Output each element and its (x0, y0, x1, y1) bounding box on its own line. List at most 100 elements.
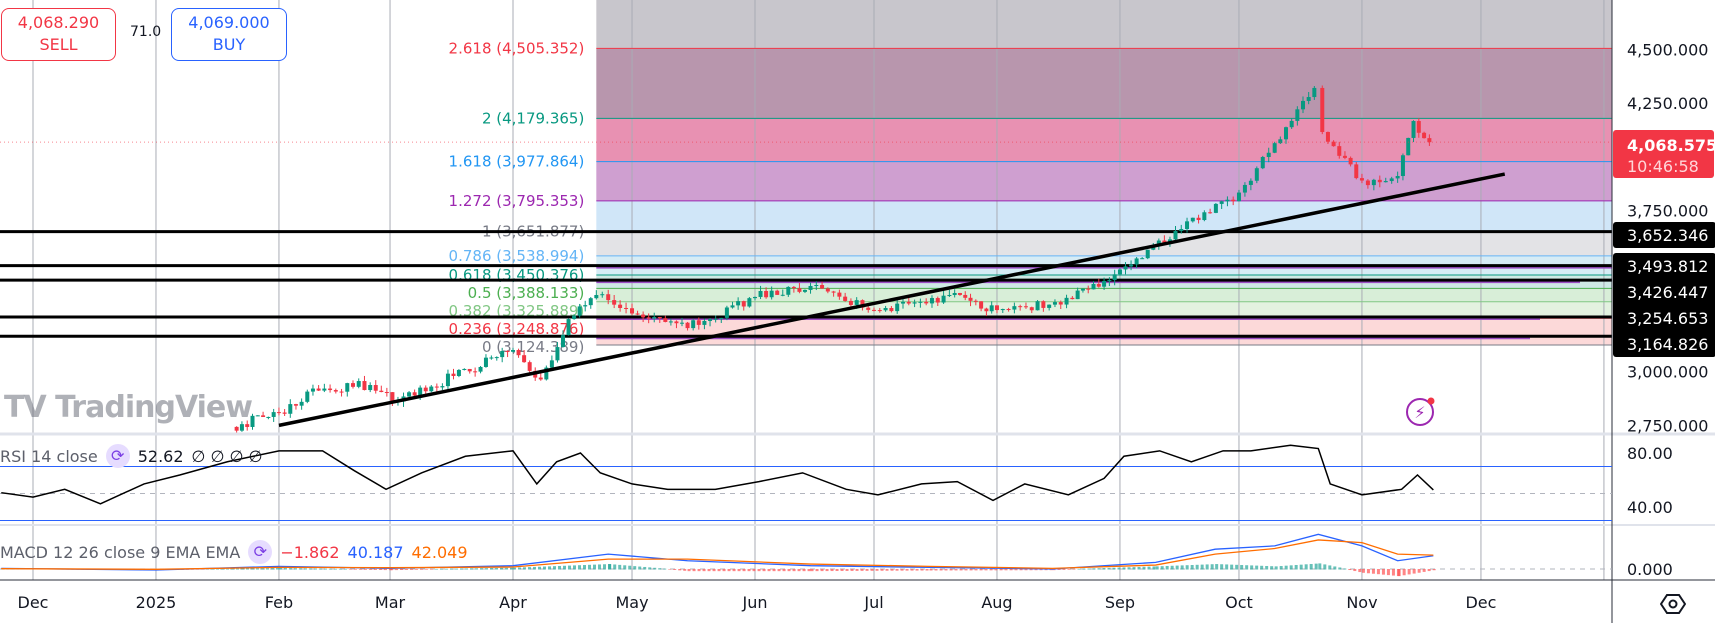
lightning-icon (1406, 398, 1434, 426)
macd-histogram-bar (548, 566, 552, 570)
macd-histogram-bar (732, 569, 736, 572)
macd-histogram-bar (855, 569, 859, 571)
macd-histogram-bar (1147, 566, 1151, 570)
macd-histogram-bar (518, 567, 522, 570)
macd-histogram-bar (1029, 569, 1033, 571)
macd-histogram-bar (1122, 567, 1126, 570)
candle-body (1058, 302, 1063, 305)
candle-body (407, 392, 412, 397)
candle-body (451, 373, 456, 376)
macd-histogram-bar (363, 569, 367, 570)
macd-histogram-bar (235, 568, 239, 570)
candle-body (310, 388, 315, 392)
candle-body (266, 416, 271, 418)
macd-histogram-bar (1052, 569, 1056, 571)
candle-body (724, 307, 729, 318)
price-axis-label: 4,500.000 (1627, 41, 1708, 60)
macd-histogram-bar (523, 567, 527, 570)
macd-histogram-bar (1270, 566, 1274, 570)
candle-body (328, 388, 333, 391)
candle-body (780, 294, 785, 296)
candle-body (1354, 164, 1359, 179)
macd-histogram-bar (737, 569, 741, 572)
sell-button[interactable]: 4,068.290 SELL (1, 8, 116, 61)
macd-histogram-bar (1422, 569, 1426, 572)
price-axis-label: 4,250.000 (1627, 94, 1708, 113)
time-axis-label: Jun (741, 593, 767, 612)
macd-histogram-bar (250, 568, 254, 570)
fib-band (596, 118, 1612, 162)
candle-body (234, 426, 239, 431)
candle-body (316, 388, 321, 391)
macd-histogram-bar (1132, 567, 1136, 570)
candle-body (390, 392, 395, 403)
macd-histogram-bar (1180, 565, 1184, 570)
macd-histogram-bar (578, 565, 582, 570)
macd-histogram-bar (673, 569, 677, 570)
fib-level-label: 0 (3,124.389) (482, 338, 584, 356)
rsi-value: 52.62 (137, 446, 184, 466)
candle-body (1208, 212, 1213, 214)
candle-body (791, 286, 796, 289)
refresh-icon[interactable]: ⟳ (248, 540, 273, 564)
candle-body (674, 321, 679, 324)
macd-value: 40.187 (347, 542, 404, 562)
macd-histogram-bar (1309, 563, 1313, 570)
candle-body (1096, 283, 1101, 287)
macd-histogram-bar (797, 569, 801, 572)
candle-body (1312, 87, 1317, 98)
refresh-icon[interactable]: ⟳ (105, 444, 130, 468)
buy-price: 4,069.000 (188, 13, 270, 32)
macd-histogram-bar (623, 565, 627, 570)
time-axis-label: Dec (1465, 593, 1496, 612)
candle-body (630, 308, 635, 314)
buy-button[interactable]: 4,069.000 BUY (171, 8, 287, 61)
candle-body (555, 347, 560, 361)
macd-histogram-bar (450, 568, 454, 570)
candle-body (549, 360, 554, 368)
candle-body (1406, 137, 1411, 156)
macd-histogram-bar (598, 564, 602, 570)
candle-body (808, 285, 813, 290)
rsi-title: RSI 14 close (0, 446, 98, 466)
candle-body (440, 386, 445, 388)
macd-histogram-bar (563, 565, 567, 570)
macd-histogram-bar (920, 569, 924, 571)
candle-body (1365, 180, 1370, 186)
candle-body (641, 314, 646, 318)
macd-histogram-bar (533, 566, 537, 570)
macd-legend[interactable]: MACD 12 26 close 9 EMA EMA ⟳ −1.862 40.1… (0, 540, 468, 564)
candle-body (544, 367, 549, 380)
candle-body (918, 301, 923, 303)
candle-body (1377, 179, 1382, 183)
macd-histogram-bar (313, 568, 317, 570)
macd-histogram-bar (430, 569, 434, 570)
macd-histogram-bar (603, 564, 607, 570)
candle-body (802, 289, 807, 292)
candle-body (299, 401, 304, 406)
candle-body (1145, 249, 1150, 259)
fib-band (596, 231, 1612, 256)
candle-body (1112, 274, 1117, 281)
candle-body (271, 412, 276, 417)
macd-histogram-bar (470, 568, 474, 570)
price-label-badge (1613, 222, 1715, 248)
candle-body (764, 290, 769, 298)
candle-body (1325, 131, 1330, 142)
candle-body (769, 290, 774, 298)
macd-histogram-bar (1082, 568, 1086, 570)
macd-histogram-bar (717, 569, 721, 572)
candle-body (1185, 221, 1190, 230)
candle-body (333, 390, 338, 392)
candle-body (1102, 280, 1107, 287)
rsi-axis-label: 40.00 (1627, 498, 1673, 517)
rsi-legend[interactable]: RSI 14 close ⟳ 52.62 ∅ ∅ ∅ ∅ (0, 444, 263, 468)
candle-body (708, 319, 713, 321)
macd-histogram-bar (205, 568, 209, 570)
candle-body (758, 290, 763, 297)
macd-histogram-bar (1274, 566, 1278, 570)
gear-icon[interactable] (1660, 592, 1686, 616)
macd-histogram-bar (323, 568, 327, 570)
macd-histogram-bar (1314, 563, 1318, 570)
